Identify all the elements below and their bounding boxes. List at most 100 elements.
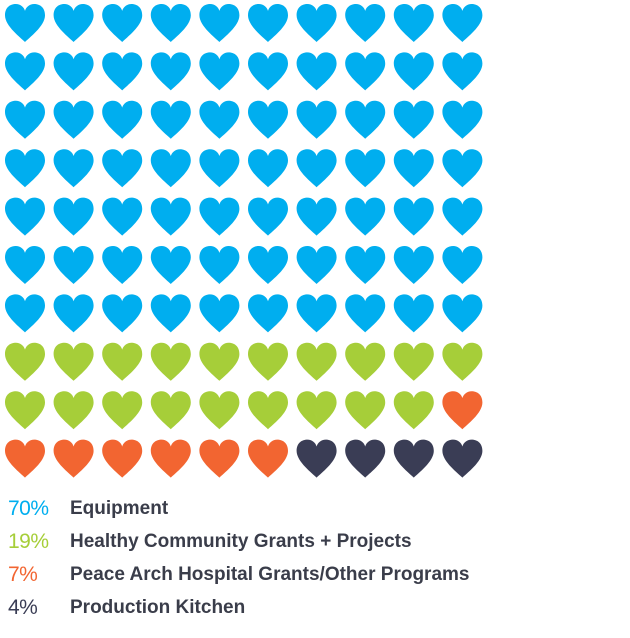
heart-icon <box>296 439 337 478</box>
heart-icon <box>296 294 337 333</box>
heart-icon <box>5 391 45 430</box>
heart-icon <box>393 197 434 236</box>
heart-icon <box>199 342 240 381</box>
heart-icon <box>345 342 386 381</box>
heart-icon <box>150 294 191 333</box>
heart-icon <box>248 439 288 478</box>
heart-icon <box>442 52 483 91</box>
heart-icon <box>393 342 434 381</box>
heart-icon <box>442 197 483 236</box>
heart-icon <box>296 197 337 236</box>
heart-icon <box>199 52 240 91</box>
legend-label: Production Kitchen <box>70 596 246 618</box>
heart-icon <box>53 4 94 42</box>
heart-icon <box>393 439 434 478</box>
heart-icon <box>53 246 94 284</box>
heart-icon <box>5 246 45 284</box>
heart-icon <box>248 246 288 284</box>
heart-icon <box>442 4 483 42</box>
heart-icon <box>248 100 288 139</box>
heart-icon <box>442 391 483 430</box>
heart-icon <box>345 391 386 430</box>
heart-icon <box>53 149 94 188</box>
heart-icon <box>248 4 288 42</box>
heart-icon <box>53 342 94 381</box>
heart-icon <box>393 4 434 42</box>
heart-icon <box>102 149 143 188</box>
heart-icon <box>150 342 191 381</box>
heart-icon <box>150 4 191 42</box>
heart-icon <box>248 149 288 188</box>
heart-icon <box>296 52 337 91</box>
heart-icon <box>53 294 94 333</box>
legend-label: Healthy Community Grants + Projects <box>70 530 412 552</box>
heart-icon <box>199 197 240 236</box>
heart-icon <box>199 391 240 430</box>
heart-icon <box>5 294 45 333</box>
heart-icon <box>248 197 288 236</box>
heart-icon <box>102 4 143 42</box>
heart-icon <box>248 52 288 91</box>
heart-icon <box>296 246 337 284</box>
heart-icon <box>248 342 288 381</box>
heart-icon <box>345 100 386 139</box>
heart-icon <box>393 246 434 284</box>
heart-icon <box>393 294 434 333</box>
chart-legend: 70% Equipment 19% Healthy Community Gran… <box>8 492 618 624</box>
heart-icon <box>199 100 240 139</box>
heart-icon <box>345 149 386 188</box>
heart-icon <box>442 439 483 478</box>
heart-icon <box>150 391 191 430</box>
legend-percent: 7% <box>8 562 38 586</box>
heart-icon <box>102 294 143 333</box>
heart-icon <box>53 197 94 236</box>
heart-icon <box>442 294 483 333</box>
legend-item-hospital-grants: 7% Peace Arch Hospital Grants/Other Prog… <box>8 558 618 591</box>
heart-icon <box>345 52 386 91</box>
heart-icon <box>53 100 94 139</box>
heart-icon <box>393 149 434 188</box>
heart-icon <box>393 52 434 91</box>
heart-icon <box>150 439 191 478</box>
heart-icon <box>296 391 337 430</box>
heart-icon <box>442 149 483 188</box>
heart-icon <box>5 100 45 139</box>
legend-item-equipment: 70% Equipment <box>8 492 618 525</box>
legend-item-community-grants: 19% Healthy Community Grants + Projects <box>8 525 618 558</box>
heart-icon <box>296 100 337 139</box>
heart-icon <box>199 246 240 284</box>
heart-icon <box>102 342 143 381</box>
legend-percent: 70% <box>8 496 49 520</box>
heart-icon <box>5 4 45 42</box>
heart-icon <box>345 4 386 42</box>
heart-icon <box>102 197 143 236</box>
heart-icon <box>53 391 94 430</box>
heart-icon <box>345 439 386 478</box>
heart-icon <box>150 149 191 188</box>
heart-icon <box>102 391 143 430</box>
heart-icon <box>5 439 45 478</box>
heart-icon <box>248 391 288 430</box>
heart-icon <box>53 439 94 478</box>
heart-icon <box>442 246 483 284</box>
heart-icon <box>345 246 386 284</box>
heart-icon <box>150 197 191 236</box>
heart-icon <box>442 342 483 381</box>
heart-icon <box>393 100 434 139</box>
heart-icon <box>296 149 337 188</box>
heart-icon <box>150 246 191 284</box>
legend-item-production-kitchen: 4% Production Kitchen <box>8 591 618 624</box>
heart-icon <box>5 197 45 236</box>
legend-percent: 19% <box>8 529 49 553</box>
heart-icon <box>345 197 386 236</box>
heart-icon <box>393 391 434 430</box>
heart-icon <box>296 342 337 381</box>
heart-icon <box>199 4 240 42</box>
heart-icon <box>442 100 483 139</box>
heart-waffle-chart <box>5 4 483 478</box>
legend-label: Peace Arch Hospital Grants/Other Program… <box>70 563 470 585</box>
heart-icon <box>150 100 191 139</box>
heart-icon <box>53 52 94 91</box>
heart-icon <box>248 294 288 333</box>
legend-percent: 4% <box>8 595 38 619</box>
